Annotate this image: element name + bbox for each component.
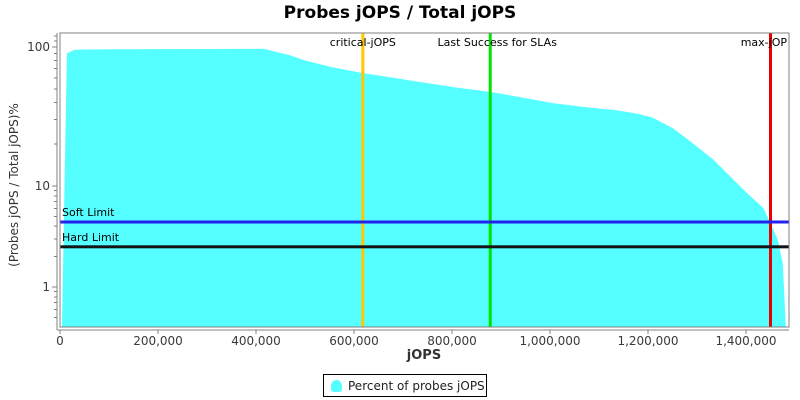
max-jops-line [769,33,772,327]
probes-area [62,48,786,328]
y-tick-label: 10 [35,179,50,193]
x-tick-label: 400,000 [231,334,281,348]
legend-swatch-icon [331,379,342,392]
hard-limit-line [60,245,789,249]
x-tick-label: 1,400,000 [715,334,776,348]
legend-label: Percent of probes jOPS [348,378,485,393]
plot-border [59,32,790,328]
y-tick-label: 1 [42,280,50,294]
critical-jops-label: critical-jOPS [329,36,396,49]
x-tick-label: 1,200,000 [617,334,678,348]
soft-limit-label: Soft Limit [62,206,115,219]
x-axis-title: jOPS [406,348,442,363]
x-tick-label: 600,000 [329,334,379,348]
legend: Percent of probes jOPS [323,374,487,397]
x-tick-label: 0 [56,334,64,348]
x-tick-label: 800,000 [427,334,477,348]
y-axis-title: (Probes jOPS / Total jOPS)% [7,103,21,267]
last-success-label: Last Success for SLAs [437,36,557,49]
hard-limit-label: Hard Limit [62,230,120,244]
y-tick-label: 100 [27,40,50,54]
x-tick-label: 200,000 [133,334,183,348]
soft-limit-line [60,220,789,224]
max-jops-label: max-jOP [740,36,787,49]
last-success-line [488,33,492,327]
critical-jops-line [361,33,365,327]
chart-title: Probes jOPS / Total jOPS [283,3,517,23]
x-tick-label: 1,000,000 [519,334,580,348]
